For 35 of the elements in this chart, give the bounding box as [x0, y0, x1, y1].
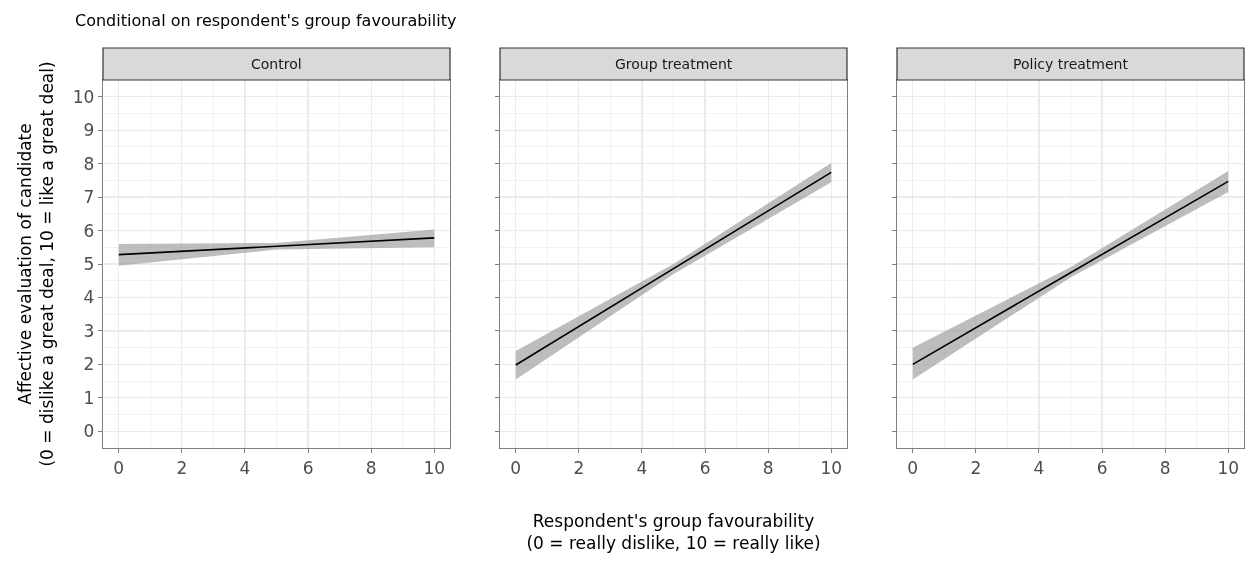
x-tick-label: 10	[423, 457, 446, 478]
y-tick-label: 6	[83, 220, 95, 241]
y-tick-label: 7	[83, 187, 95, 208]
x-tick-label: 10	[820, 457, 843, 478]
x-axis-title: Respondent's group favourability (0 = really dislike, 10 = really like)	[526, 510, 821, 553]
y-tick-label: 5	[83, 253, 95, 274]
chart-title: Group treatment	[615, 56, 733, 72]
y-tick-label: 4	[83, 287, 95, 308]
y-tick-label: 8	[83, 153, 95, 174]
x-tick-label: 0	[907, 457, 919, 478]
y-axis-title: Affective evaluation of candidate (0 = dislike a great deal, 10 = like a great deal)	[15, 61, 58, 467]
y-tick-label: 2	[83, 354, 95, 375]
y-tick-label: 10	[72, 86, 95, 107]
x-tick-label: 0	[510, 457, 522, 478]
x-tick-label: 4	[636, 457, 648, 478]
x-tick-label: 8	[1159, 457, 1171, 478]
y-tick-label: 1	[83, 387, 95, 408]
x-tick-label: 8	[365, 457, 377, 478]
x-tick-label: 6	[699, 457, 711, 478]
x-tick-label: 2	[970, 457, 982, 478]
x-tick-label: 2	[573, 457, 585, 478]
x-tick-label: 4	[239, 457, 251, 478]
y-tick-label: 9	[83, 120, 95, 141]
x-tick-label: 6	[1096, 457, 1108, 478]
x-tick-label: 4	[1033, 457, 1045, 478]
x-tick-label: 8	[762, 457, 774, 478]
y-tick-label: 3	[83, 320, 95, 341]
chart-subtitle: Conditional on respondent's group favourability	[75, 10, 457, 30]
x-tick-label: 0	[113, 457, 125, 478]
x-tick-label: 10	[1217, 457, 1240, 478]
chart-title: Control	[251, 56, 302, 72]
chart-title: Policy treatment	[1013, 56, 1129, 72]
x-tick-label: 2	[176, 457, 188, 478]
y-tick-label: 0	[83, 421, 95, 442]
x-tick-label: 6	[302, 457, 314, 478]
